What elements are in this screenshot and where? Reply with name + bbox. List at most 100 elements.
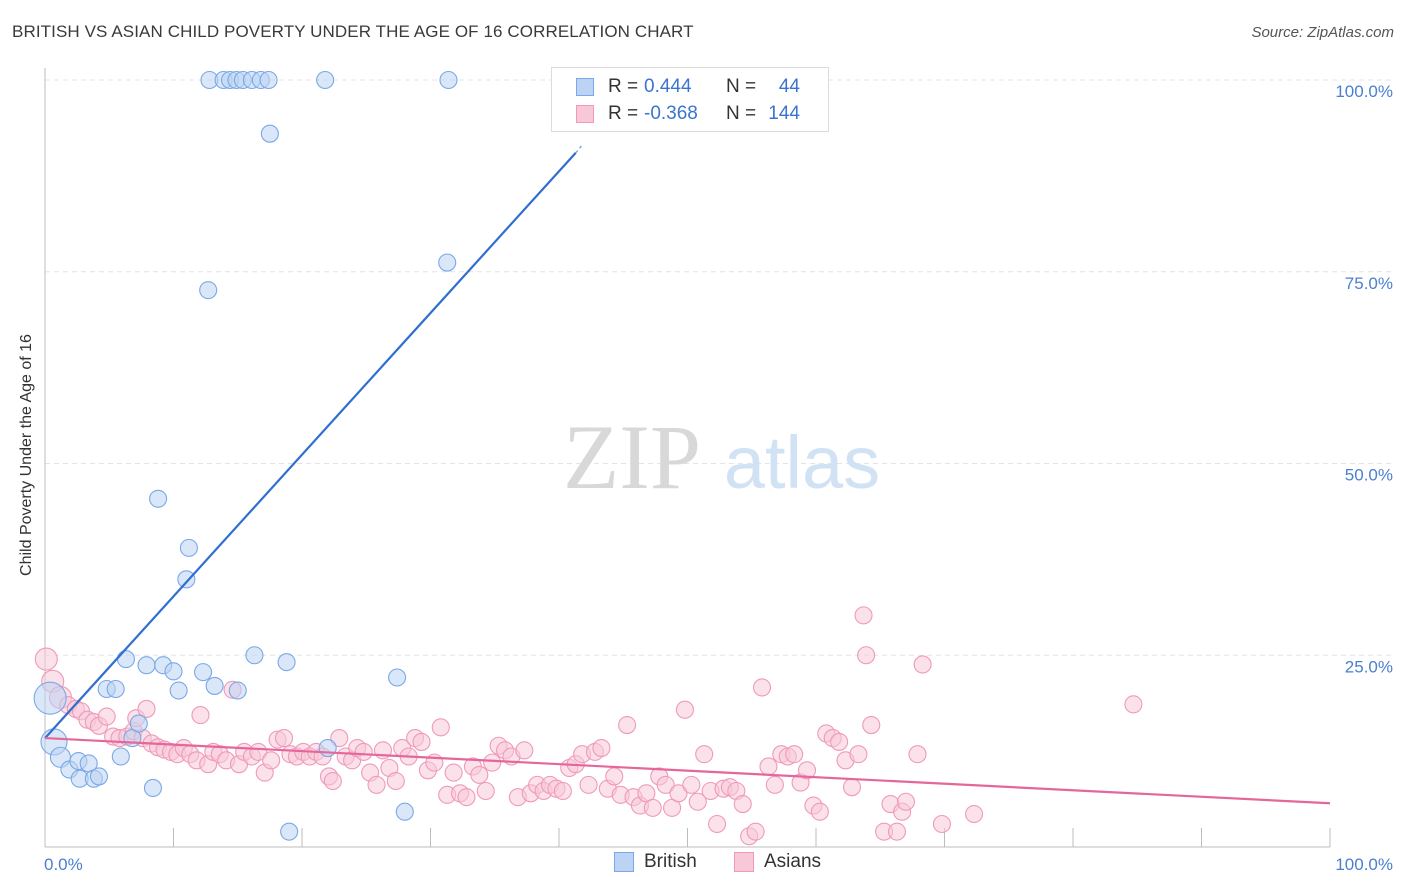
asians-point bbox=[323, 771, 342, 791]
asians-point bbox=[849, 745, 868, 764]
legend-item-asians[interactable]: Asians bbox=[734, 851, 821, 873]
british-point bbox=[33, 681, 67, 715]
legend-n-value: 44 bbox=[778, 76, 800, 97]
watermark: ZIP atlas bbox=[563, 406, 880, 508]
x-tick-label: 100.0% bbox=[1335, 855, 1393, 874]
british-point bbox=[89, 767, 109, 786]
legend-r-value: 0.444 bbox=[644, 76, 692, 97]
y-tick-label: 100.0% bbox=[1335, 82, 1393, 101]
asians-point bbox=[483, 753, 502, 772]
british-point bbox=[116, 650, 136, 669]
asians-point bbox=[688, 792, 707, 811]
legend-label-british: British bbox=[644, 851, 697, 872]
asians-point bbox=[386, 771, 405, 791]
asians-point bbox=[444, 763, 463, 782]
y-tick-label: 75.0% bbox=[1345, 274, 1393, 293]
asians-point bbox=[746, 822, 765, 841]
legend-r-label: R = bbox=[608, 76, 639, 97]
asians-trend-line bbox=[44, 736, 1331, 805]
asians-point bbox=[932, 814, 951, 834]
asians-point bbox=[797, 761, 817, 780]
asians-point bbox=[669, 784, 688, 803]
asians-point bbox=[330, 729, 349, 748]
asians-point bbox=[191, 706, 210, 725]
british-point bbox=[228, 681, 247, 700]
asians-point bbox=[682, 775, 701, 794]
british-point bbox=[205, 676, 224, 695]
british-point bbox=[111, 747, 130, 766]
asians-point bbox=[810, 802, 829, 821]
british-point bbox=[277, 653, 296, 672]
asians-point bbox=[675, 700, 694, 719]
asians-point bbox=[476, 781, 495, 801]
british-swatch bbox=[576, 78, 594, 96]
asians-point bbox=[759, 757, 778, 776]
british-point bbox=[149, 489, 168, 508]
asians-point bbox=[913, 655, 932, 674]
asians-point bbox=[1124, 695, 1143, 714]
british-point bbox=[439, 70, 458, 90]
asians-point bbox=[137, 699, 156, 718]
asians-point bbox=[733, 794, 752, 814]
legend-r-value: -0.368 bbox=[644, 103, 698, 124]
asians-point bbox=[431, 718, 450, 737]
asians-point bbox=[457, 788, 476, 807]
british-point bbox=[169, 681, 188, 700]
y-tick-label: 50.0% bbox=[1345, 466, 1393, 485]
source-label: Source: ZipAtlas.com bbox=[1251, 24, 1394, 41]
chart-title: BRITISH VS ASIAN CHILD POVERTY UNDER THE… bbox=[12, 22, 694, 41]
british-point bbox=[395, 802, 414, 821]
asians-swatch bbox=[576, 105, 594, 123]
british-point bbox=[137, 656, 156, 675]
asians-point bbox=[97, 707, 116, 726]
asians-point bbox=[830, 732, 849, 751]
y-tick-label: 25.0% bbox=[1345, 657, 1393, 676]
asians-point bbox=[857, 646, 876, 665]
asians-point bbox=[656, 775, 675, 794]
british-point bbox=[438, 253, 457, 272]
asians-point bbox=[618, 715, 637, 735]
british-point bbox=[245, 646, 264, 665]
british-point bbox=[199, 281, 218, 300]
asians-point bbox=[854, 606, 873, 625]
legend-label-asians: Asians bbox=[764, 851, 822, 872]
asians-point bbox=[965, 804, 984, 824]
asians-point bbox=[553, 781, 572, 801]
legend-item-british[interactable]: British bbox=[614, 851, 697, 873]
british-point bbox=[318, 739, 337, 758]
asians-point bbox=[262, 751, 281, 770]
asians-point bbox=[592, 739, 611, 758]
asians-point bbox=[470, 765, 489, 784]
watermark-atlas: atlas bbox=[724, 421, 880, 504]
legend-n-value: 144 bbox=[768, 103, 800, 124]
asians-point bbox=[274, 729, 294, 748]
british-point bbox=[280, 822, 299, 841]
british-trend-line bbox=[44, 152, 577, 739]
trend-lines bbox=[44, 144, 1331, 805]
british-point bbox=[106, 679, 125, 699]
asians-point bbox=[752, 678, 772, 697]
asians-point bbox=[695, 745, 714, 764]
british-point bbox=[260, 124, 279, 143]
asians-point bbox=[605, 767, 624, 786]
asians-point bbox=[643, 798, 662, 817]
british-point bbox=[194, 663, 213, 682]
asians-point bbox=[896, 792, 916, 811]
british-point bbox=[316, 70, 335, 90]
x-tick-label: 0.0% bbox=[44, 855, 83, 874]
grid-lines bbox=[45, 79, 1392, 656]
asians-point bbox=[354, 742, 373, 761]
asians-swatch bbox=[734, 852, 754, 872]
asians-point bbox=[862, 715, 881, 735]
british-point bbox=[143, 778, 162, 797]
legend-row-british: R = 0.444 N = 44 bbox=[576, 75, 800, 99]
stats-legend: R = 0.444 N = 44 R = -0.368 N = 144 bbox=[551, 67, 829, 132]
asians-point bbox=[765, 775, 784, 794]
legend-n-label: N = bbox=[726, 76, 757, 97]
asians-point bbox=[908, 745, 927, 764]
data-points bbox=[33, 70, 1143, 846]
legend-n-label: N = bbox=[726, 103, 757, 124]
british-point bbox=[179, 538, 198, 557]
asians-point bbox=[708, 814, 727, 834]
